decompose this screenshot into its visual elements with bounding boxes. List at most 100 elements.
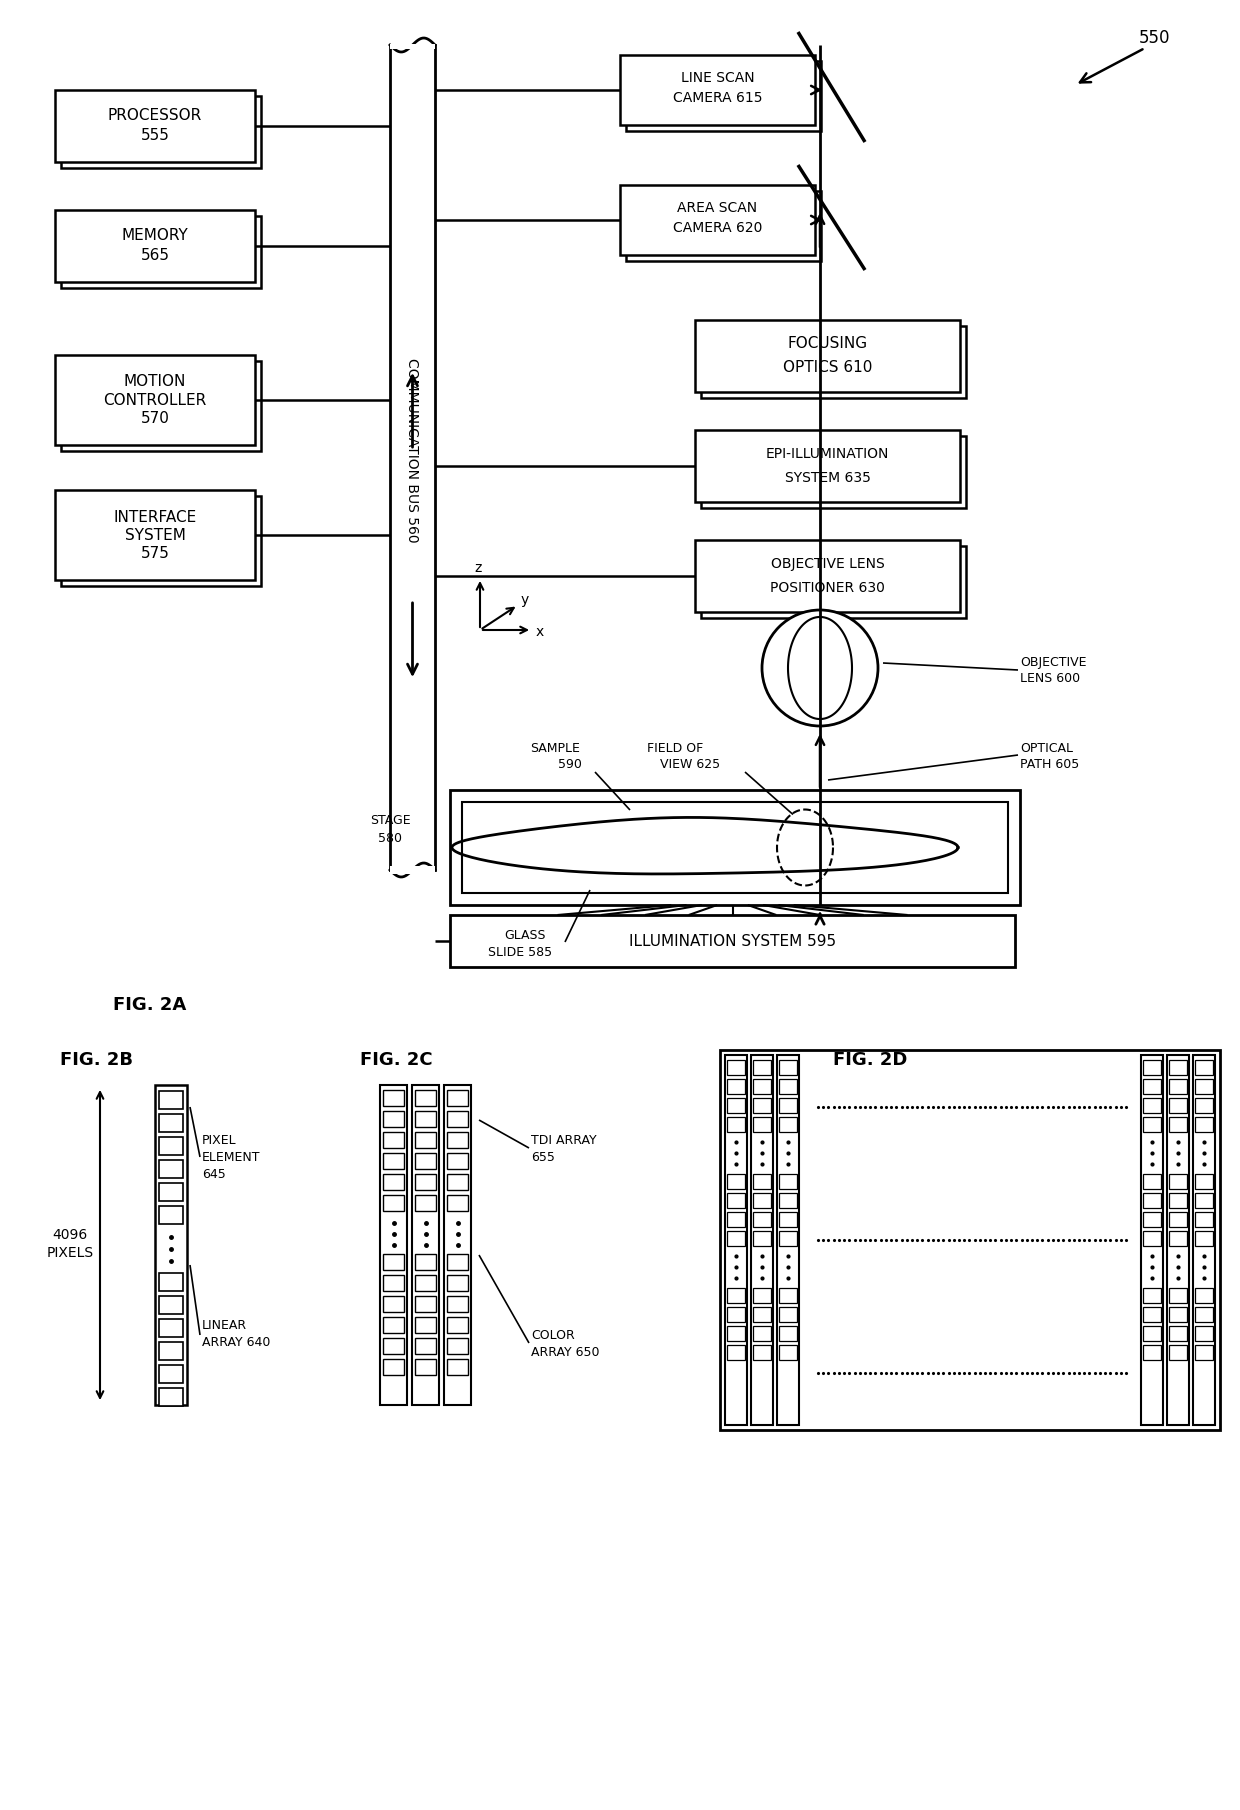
FancyBboxPatch shape — [779, 1193, 797, 1207]
FancyBboxPatch shape — [753, 1193, 771, 1207]
FancyBboxPatch shape — [727, 1289, 745, 1303]
FancyBboxPatch shape — [415, 1175, 436, 1189]
FancyBboxPatch shape — [753, 1289, 771, 1303]
FancyBboxPatch shape — [779, 1231, 797, 1245]
FancyBboxPatch shape — [777, 1055, 799, 1424]
FancyBboxPatch shape — [626, 62, 821, 130]
FancyBboxPatch shape — [463, 802, 1008, 892]
FancyBboxPatch shape — [383, 1296, 404, 1312]
FancyBboxPatch shape — [159, 1296, 184, 1314]
FancyBboxPatch shape — [626, 192, 821, 261]
FancyBboxPatch shape — [753, 1117, 771, 1131]
FancyBboxPatch shape — [383, 1175, 404, 1189]
FancyBboxPatch shape — [55, 491, 255, 579]
Text: z: z — [475, 561, 481, 576]
FancyBboxPatch shape — [391, 45, 435, 871]
FancyBboxPatch shape — [727, 1213, 745, 1227]
FancyBboxPatch shape — [725, 1055, 746, 1424]
FancyBboxPatch shape — [383, 1338, 404, 1354]
FancyBboxPatch shape — [446, 1338, 467, 1354]
FancyBboxPatch shape — [1169, 1213, 1187, 1227]
FancyBboxPatch shape — [727, 1327, 745, 1341]
FancyBboxPatch shape — [446, 1131, 467, 1148]
FancyBboxPatch shape — [1169, 1345, 1187, 1359]
FancyBboxPatch shape — [412, 1084, 439, 1405]
FancyBboxPatch shape — [727, 1079, 745, 1093]
FancyBboxPatch shape — [727, 1193, 745, 1207]
FancyBboxPatch shape — [446, 1296, 467, 1312]
FancyBboxPatch shape — [415, 1254, 436, 1271]
FancyBboxPatch shape — [753, 1099, 771, 1113]
FancyBboxPatch shape — [1195, 1231, 1213, 1245]
FancyBboxPatch shape — [1195, 1099, 1213, 1113]
Text: OBJECTIVE LENS: OBJECTIVE LENS — [770, 557, 884, 570]
FancyBboxPatch shape — [55, 90, 255, 163]
FancyBboxPatch shape — [415, 1090, 436, 1106]
FancyBboxPatch shape — [701, 547, 966, 617]
FancyBboxPatch shape — [753, 1079, 771, 1093]
FancyBboxPatch shape — [753, 1327, 771, 1341]
FancyBboxPatch shape — [61, 96, 260, 168]
FancyBboxPatch shape — [694, 431, 960, 501]
Text: PROCESSOR: PROCESSOR — [108, 109, 202, 123]
Text: AREA SCAN: AREA SCAN — [677, 201, 758, 215]
FancyBboxPatch shape — [727, 1061, 745, 1075]
FancyBboxPatch shape — [727, 1175, 745, 1189]
Text: ELEMENT: ELEMENT — [202, 1151, 260, 1164]
Text: PIXEL: PIXEL — [202, 1133, 237, 1146]
FancyBboxPatch shape — [1169, 1079, 1187, 1093]
Text: 555: 555 — [140, 129, 170, 143]
Text: SLIDE 585: SLIDE 585 — [487, 945, 552, 959]
FancyBboxPatch shape — [620, 54, 815, 125]
FancyBboxPatch shape — [1169, 1193, 1187, 1207]
FancyBboxPatch shape — [694, 539, 960, 612]
Text: OPTICS 610: OPTICS 610 — [782, 360, 872, 375]
Text: PATH 605: PATH 605 — [1021, 758, 1079, 771]
FancyBboxPatch shape — [415, 1195, 436, 1211]
Text: 575: 575 — [140, 545, 170, 561]
Text: FIELD OF: FIELD OF — [647, 742, 703, 755]
Text: POSITIONER 630: POSITIONER 630 — [770, 581, 885, 595]
Text: FOCUSING: FOCUSING — [787, 337, 868, 351]
Text: 4096: 4096 — [52, 1227, 88, 1242]
FancyBboxPatch shape — [727, 1307, 745, 1321]
Text: 580: 580 — [378, 831, 402, 845]
Text: LENS 600: LENS 600 — [1021, 672, 1080, 684]
FancyBboxPatch shape — [701, 436, 966, 509]
Text: MOTION: MOTION — [124, 375, 186, 389]
FancyBboxPatch shape — [1141, 1055, 1163, 1424]
FancyBboxPatch shape — [383, 1195, 404, 1211]
FancyBboxPatch shape — [1195, 1327, 1213, 1341]
FancyBboxPatch shape — [415, 1359, 436, 1376]
FancyBboxPatch shape — [620, 185, 815, 255]
FancyBboxPatch shape — [1169, 1117, 1187, 1131]
FancyBboxPatch shape — [1193, 1055, 1215, 1424]
FancyBboxPatch shape — [1143, 1061, 1161, 1075]
FancyBboxPatch shape — [446, 1254, 467, 1271]
Text: OPTICAL: OPTICAL — [1021, 742, 1073, 755]
FancyBboxPatch shape — [753, 1213, 771, 1227]
FancyBboxPatch shape — [1143, 1175, 1161, 1189]
FancyBboxPatch shape — [1169, 1307, 1187, 1321]
FancyBboxPatch shape — [1195, 1061, 1213, 1075]
Text: GLASS: GLASS — [505, 929, 546, 941]
FancyBboxPatch shape — [159, 1160, 184, 1178]
FancyBboxPatch shape — [1169, 1289, 1187, 1303]
FancyBboxPatch shape — [1167, 1055, 1189, 1424]
FancyBboxPatch shape — [779, 1345, 797, 1359]
Text: CAMERA 615: CAMERA 615 — [673, 90, 763, 105]
FancyBboxPatch shape — [1195, 1289, 1213, 1303]
FancyBboxPatch shape — [1195, 1193, 1213, 1207]
FancyBboxPatch shape — [779, 1327, 797, 1341]
FancyBboxPatch shape — [727, 1117, 745, 1131]
FancyBboxPatch shape — [415, 1338, 436, 1354]
Circle shape — [763, 610, 878, 726]
FancyBboxPatch shape — [753, 1307, 771, 1321]
FancyBboxPatch shape — [61, 360, 260, 451]
Text: STAGE: STAGE — [370, 813, 410, 827]
FancyBboxPatch shape — [1143, 1117, 1161, 1131]
FancyBboxPatch shape — [383, 1090, 404, 1106]
FancyBboxPatch shape — [1195, 1307, 1213, 1321]
Text: 570: 570 — [140, 411, 170, 425]
FancyBboxPatch shape — [446, 1318, 467, 1332]
